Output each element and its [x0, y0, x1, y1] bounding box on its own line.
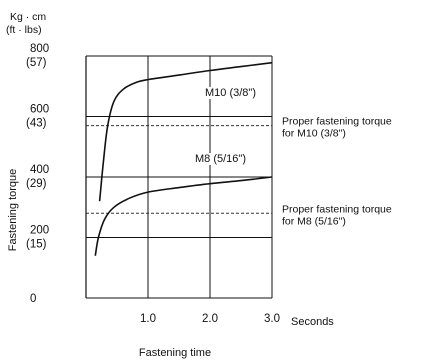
x-tick-label: 2.0 — [202, 313, 218, 325]
series-label-backing — [194, 153, 247, 165]
series-label-backing — [204, 87, 257, 99]
x-unit-label: Seconds — [291, 316, 334, 328]
y-tick-label: 0 — [30, 293, 36, 305]
y-tick-label: 400 — [30, 164, 49, 176]
x-tick-label: 3.0 — [264, 313, 280, 325]
proper-torque-label: Proper fastening torque — [282, 203, 392, 215]
y-axis-title: Fastening torque — [7, 169, 19, 252]
y-tick-label: 600 — [30, 104, 49, 116]
y-unit-label-alt: (ft · lbs) — [6, 24, 42, 36]
series-label: M8 (5/16") — [195, 153, 246, 165]
y-tick-label: 800 — [30, 43, 49, 55]
proper-torque-label-for: for M8 (5/16") — [282, 215, 346, 227]
y-unit-label: Kg · cm — [10, 11, 46, 23]
y-tick-alt-label: (57) — [26, 57, 47, 69]
series-line-m8 — [94, 176, 273, 256]
x-axis-title: Fastening time — [139, 347, 211, 359]
proper-torque-label-for: for M10 (3/8") — [282, 128, 346, 140]
series-label: M10 (3/8") — [205, 87, 256, 99]
series-layer: M10 (3/8") M8 (5/16") — [94, 61, 273, 256]
series-line-m10 — [98, 61, 273, 202]
y-tick-alt-label: (43) — [26, 118, 47, 130]
tick-layer: 0 200 (15) 400 (29) 600 (43) 800 (57) 1.0 2.0 3.0 — [26, 43, 280, 325]
y-tick-label: 200 — [30, 225, 49, 237]
x-tick-label: 1.0 — [140, 313, 156, 325]
proper-torque-label: Proper fastening torque — [282, 116, 392, 128]
y-tick-alt-label: (15) — [26, 239, 47, 251]
y-tick-alt-label: (29) — [26, 178, 47, 190]
